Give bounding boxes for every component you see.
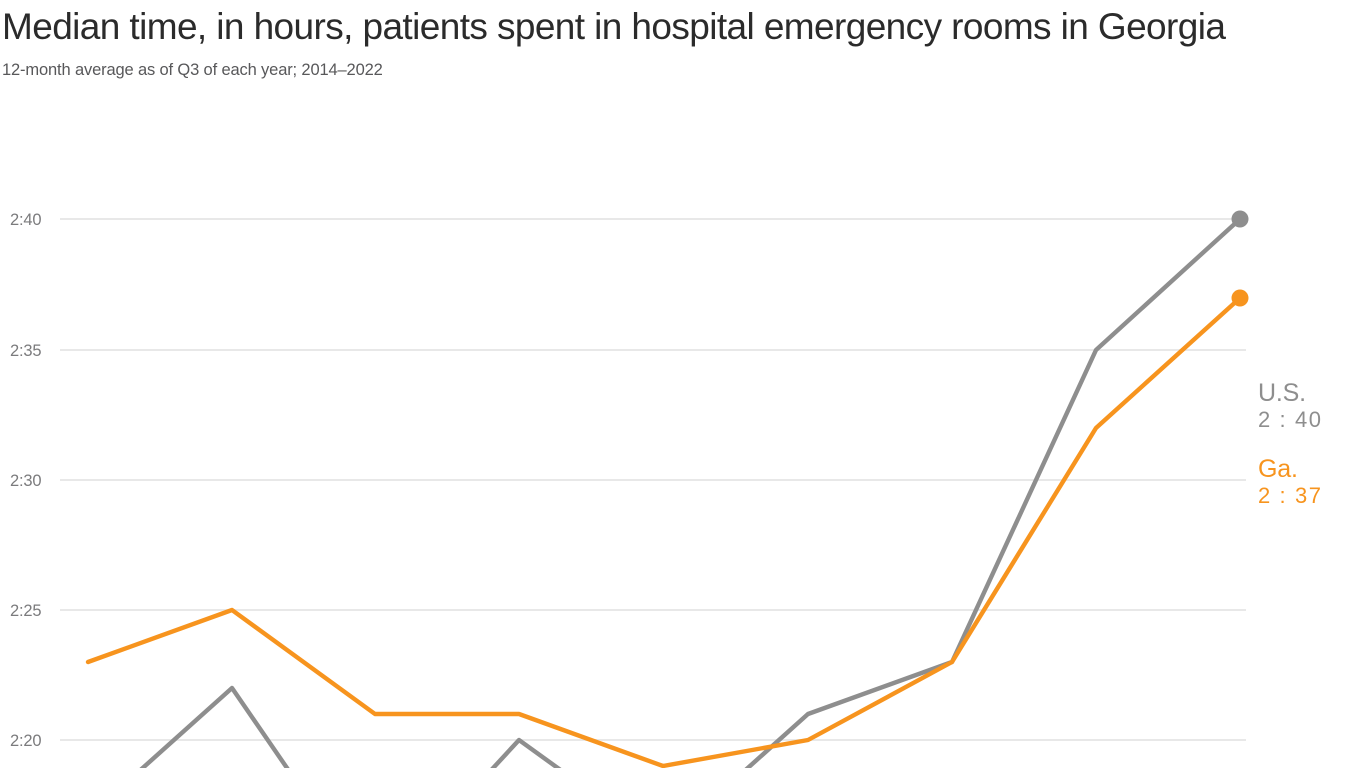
- chart-plot-area: 2:40 2:35 2:30 2:25 2:20 U.S. 2 : 40 Ga.…: [0, 180, 1366, 768]
- series-label-ga-value: 2 : 37: [1258, 482, 1323, 508]
- page-title: Median time, in hours, patients spent in…: [2, 6, 1226, 47]
- series-label-ga-name: Ga.: [1258, 455, 1298, 483]
- series-line-us: [139, 216, 1243, 768]
- y-tick-label-2-35: 2:35: [10, 342, 41, 360]
- y-axis-tick-labels: 2:40 2:35 2:30 2:25 2:20: [10, 211, 42, 750]
- series-label-us-name: U.S.: [1258, 379, 1306, 407]
- y-tick-label-2-25: 2:25: [10, 602, 41, 620]
- series-line-ga: [85, 295, 1243, 768]
- y-tick-label-2-30: 2:30: [10, 472, 41, 490]
- chart-header: Median time, in hours, patients spent in…: [0, 0, 1366, 81]
- series-label-us: U.S. 2 : 40: [1258, 380, 1323, 432]
- y-tick-label-2-40: 2:40: [10, 211, 41, 229]
- gridlines: [60, 218, 1246, 741]
- endpoint-dot-us: [1231, 210, 1249, 228]
- series-label-ga: Ga. 2 : 37: [1258, 456, 1323, 508]
- endpoint-dot-ga: [1231, 289, 1249, 307]
- y-tick-label-2-20: 2:20: [10, 732, 41, 750]
- series-label-us-value: 2 : 40: [1258, 406, 1323, 432]
- line-chart-svg: 2:40 2:35 2:30 2:25 2:20: [10, 210, 1249, 768]
- chart-subtitle: 12-month average as of Q3 of each year; …: [2, 61, 383, 80]
